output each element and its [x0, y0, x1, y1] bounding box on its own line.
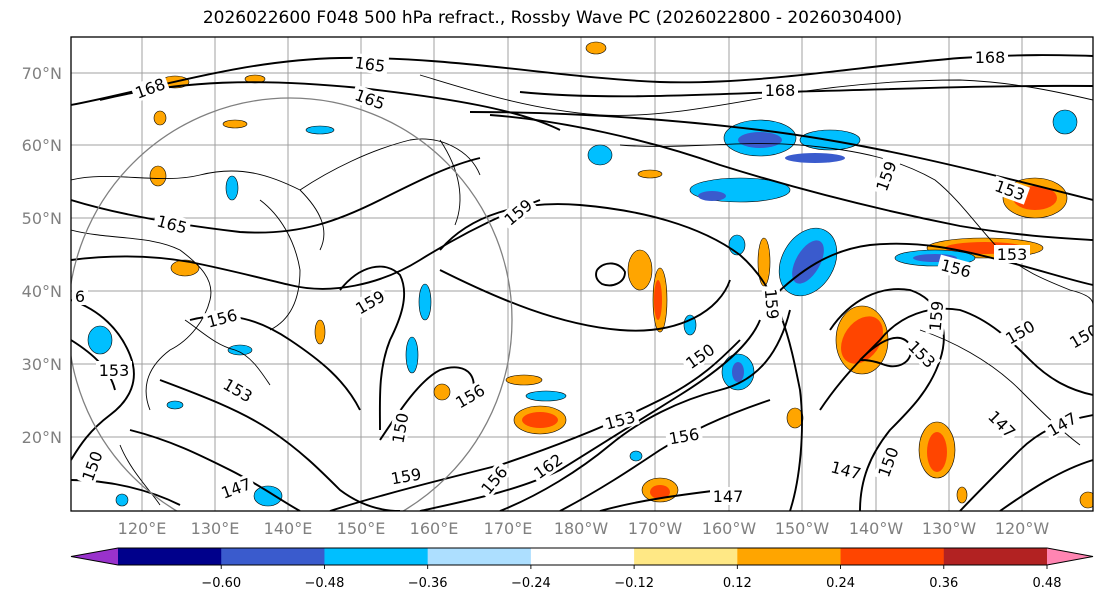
colorbar-tick-label: −0.36	[408, 576, 448, 591]
map-frame	[70, 36, 1094, 512]
lon-tick-label: 140°W	[849, 519, 904, 538]
lat-tick-label: 60°N	[22, 136, 62, 155]
lat-tick-label: 40°N	[22, 282, 62, 301]
lon-tick-label: 160°W	[702, 519, 757, 538]
lat-tick-label: 30°N	[22, 355, 62, 374]
lon-tick-label: 130°W	[922, 519, 977, 538]
lon-tick-label: 150°W	[775, 519, 830, 538]
lon-tick-label: 170°W	[628, 519, 683, 538]
colorbar-segment	[840, 548, 945, 565]
colorbar-tick-label: −0.60	[201, 576, 241, 591]
colorbar-extend-high	[1047, 548, 1093, 565]
map-title: 2026022600 F048 500 hPa refract., Rossby…	[202, 8, 903, 28]
lat-tick-label: 70°N	[22, 64, 62, 83]
focus-circle	[71, 97, 513, 511]
contour-label: 168	[975, 48, 1006, 67]
contour-label: 159	[761, 288, 783, 320]
colorbar-extend-low	[71, 548, 118, 565]
latitude-labels: 70°N 60°N 50°N 40°N 30°N 20°N	[22, 64, 62, 447]
colorbar-tick-label: 0.24	[826, 576, 855, 591]
colorbar-tick-label: −0.12	[614, 576, 654, 591]
lon-tick-label: 160°E	[410, 519, 459, 538]
colorbar-segment	[943, 548, 1048, 565]
colorbar-segment	[634, 548, 738, 565]
colorbar-tick-label: 0.48	[1033, 576, 1062, 591]
colorbar-segment	[427, 548, 532, 565]
lon-tick-label: 120°E	[118, 519, 167, 538]
contour-label: 168	[765, 81, 796, 100]
contour-label: 165	[353, 53, 386, 76]
lat-tick-label: 50°N	[22, 209, 62, 228]
lat-tick-label: 20°N	[22, 428, 62, 447]
colorbar-tick-label: 0.12	[723, 576, 752, 591]
longitude-labels: 120°E 130°E 140°E 150°E 160°E 170°E 180°W 170°W…	[118, 519, 1050, 538]
contour-label: 159	[926, 300, 948, 332]
colorbar-tick-label: −0.48	[305, 576, 345, 591]
lon-tick-label: 150°E	[337, 519, 386, 538]
lon-tick-label: 180°W	[554, 519, 609, 538]
colorbar: −0.60 −0.48 −0.36 −0.24 −0.12 0.12 0.24 0.36 0.4…	[70, 547, 1094, 591]
colorbar-segment	[221, 548, 325, 565]
graticule	[71, 37, 1093, 511]
colorbar-segment	[118, 548, 222, 565]
colorbar-segment	[324, 548, 429, 565]
colorbar-segment	[737, 548, 842, 565]
colorbar-segment	[530, 548, 635, 565]
lon-tick-label: 140°E	[264, 519, 313, 538]
lon-tick-label: 170°E	[484, 519, 533, 538]
colorbar-tick-label: 0.36	[929, 576, 958, 591]
contour-label: 153	[99, 361, 130, 380]
contour-label: 147	[713, 487, 744, 506]
contour-label: 6	[75, 287, 85, 306]
lon-tick-label: 120°W	[995, 519, 1050, 538]
lon-tick-label: 130°E	[191, 519, 240, 538]
colorbar-tick-label: −0.24	[511, 576, 551, 591]
contour-label: 153	[997, 245, 1028, 264]
